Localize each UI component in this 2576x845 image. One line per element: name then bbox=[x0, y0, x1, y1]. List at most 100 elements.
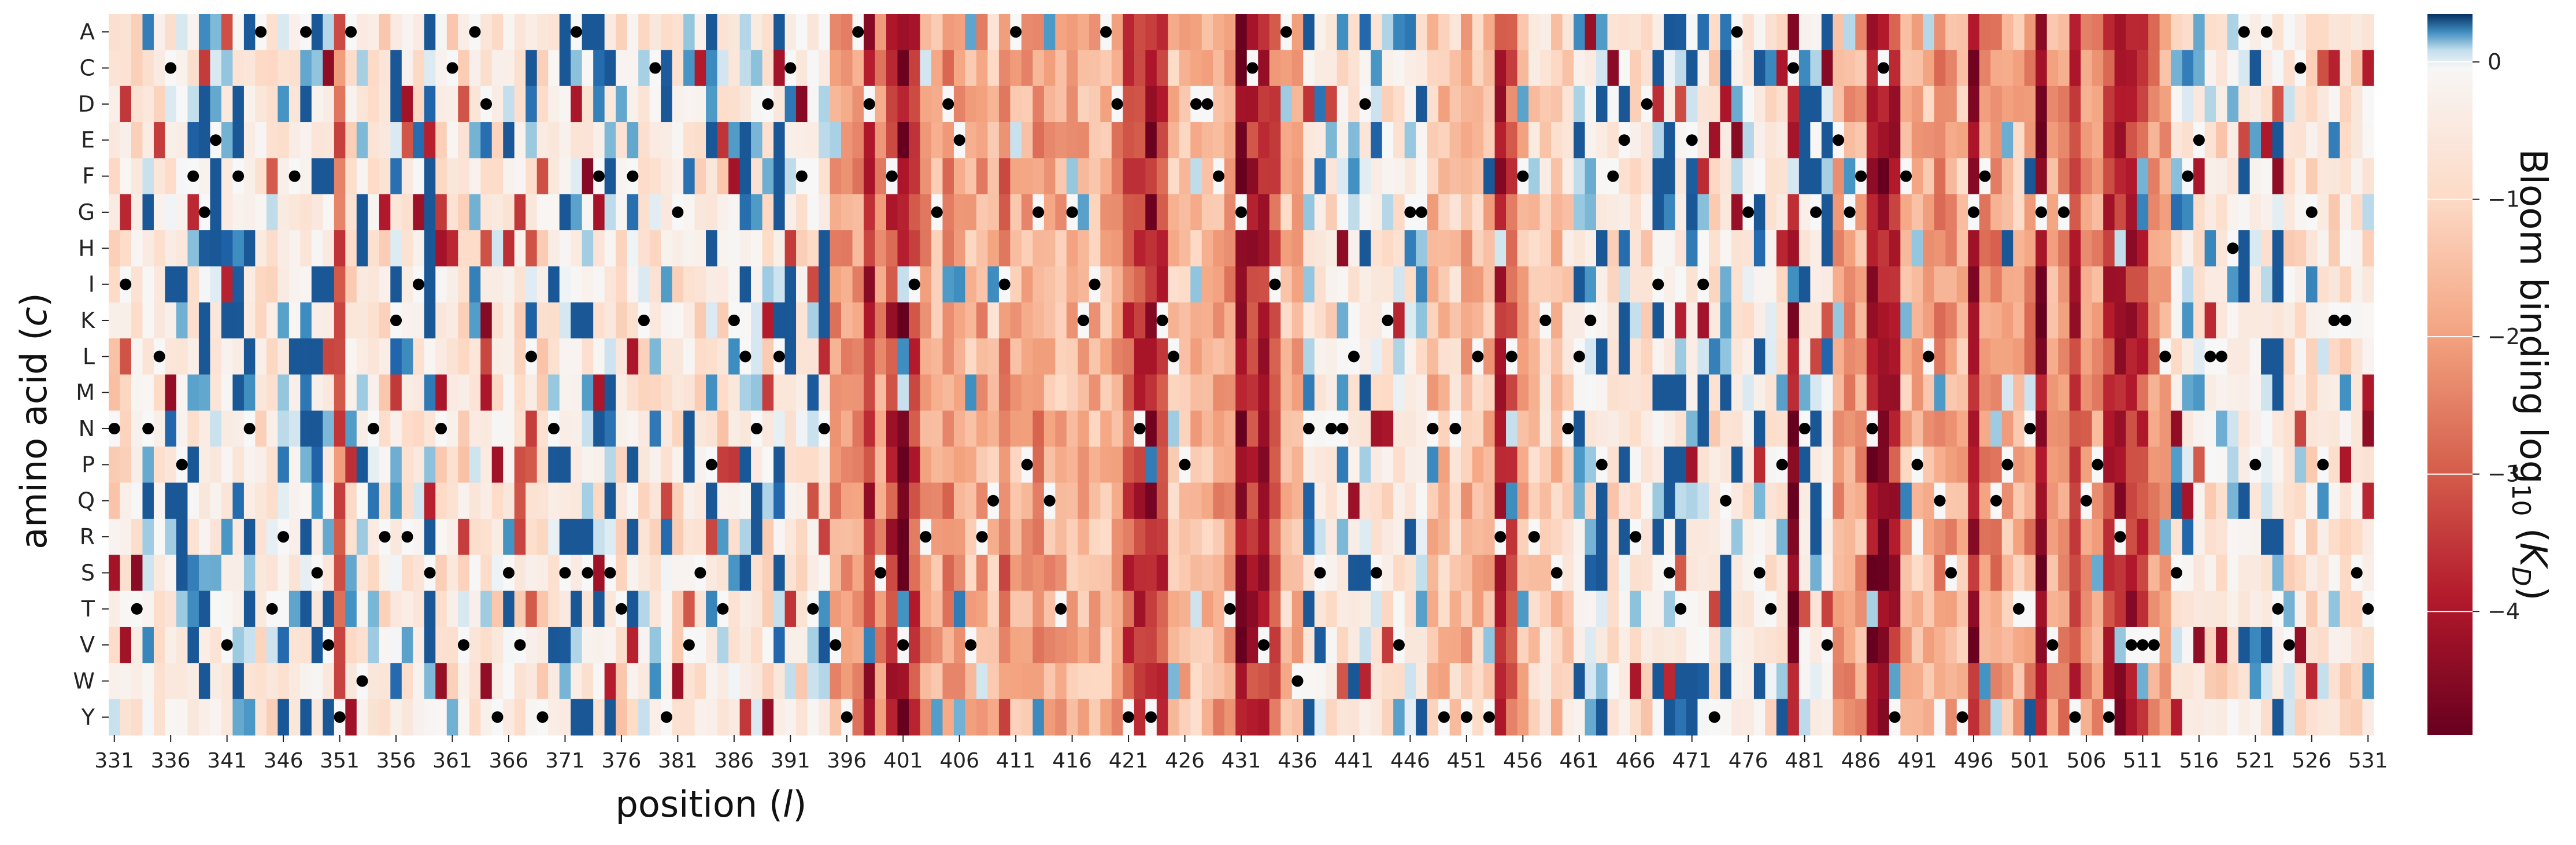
heatmap-cell bbox=[2227, 447, 2239, 484]
heatmap-cell bbox=[2329, 122, 2341, 158]
heatmap-cell bbox=[1156, 338, 1168, 375]
heatmap-cell bbox=[649, 194, 661, 231]
heatmap-cell bbox=[1742, 591, 1755, 628]
heatmap-cell bbox=[593, 374, 605, 411]
heatmap-cell bbox=[323, 194, 335, 231]
heatmap-cell bbox=[491, 86, 504, 123]
heatmap-cell bbox=[514, 194, 526, 231]
heatmap-cell bbox=[616, 699, 628, 736]
heatmap-cell bbox=[2294, 86, 2307, 123]
heatmap-cell bbox=[2001, 626, 2014, 663]
heatmap-cell bbox=[243, 158, 256, 195]
heatmap-cell bbox=[1258, 374, 1270, 411]
heatmap-cell bbox=[1956, 555, 1968, 592]
heatmap-cell bbox=[819, 518, 831, 555]
heatmap-cell bbox=[1066, 266, 1078, 303]
heatmap-cell bbox=[1889, 86, 1901, 123]
heatmap-cell bbox=[1055, 266, 1067, 303]
heatmap-cell bbox=[1303, 266, 1315, 303]
heatmap-cell bbox=[1348, 194, 1360, 231]
heatmap-cell bbox=[446, 555, 458, 592]
heatmap-cell bbox=[1742, 663, 1755, 700]
heatmap-cell bbox=[1449, 626, 1461, 663]
heatmap-cell bbox=[300, 230, 312, 267]
heatmap-cell bbox=[1833, 158, 1845, 195]
heatmap-cell bbox=[198, 338, 211, 375]
heatmap-cell bbox=[1844, 518, 1856, 555]
heatmap-cell bbox=[1438, 374, 1450, 411]
heatmap-cell bbox=[255, 194, 267, 231]
heatmap-cell bbox=[187, 374, 199, 411]
heatmap-cell bbox=[2182, 338, 2194, 375]
heatmap-cell bbox=[2204, 86, 2216, 123]
heatmap-cell bbox=[706, 591, 718, 628]
heatmap-cell bbox=[1765, 266, 1777, 303]
heatmap-cell bbox=[2081, 86, 2093, 123]
heatmap-cell bbox=[1798, 626, 1811, 663]
heatmap-cell bbox=[536, 14, 549, 50]
wildtype-marker bbox=[1585, 314, 1597, 326]
heatmap-cell bbox=[1787, 699, 1800, 736]
heatmap-cell bbox=[965, 14, 977, 50]
heatmap-cell bbox=[2227, 555, 2239, 592]
heatmap-cell bbox=[1911, 158, 1923, 195]
heatmap-cell bbox=[638, 158, 650, 195]
heatmap-cell bbox=[288, 230, 301, 267]
heatmap-cell bbox=[1900, 302, 1912, 339]
heatmap-cell bbox=[1371, 194, 1383, 231]
heatmap-cell bbox=[1900, 663, 1912, 700]
heatmap-cell bbox=[1280, 410, 1293, 447]
heatmap-cell bbox=[1021, 230, 1033, 267]
heatmap-cell bbox=[142, 86, 154, 123]
heatmap-cell bbox=[491, 518, 504, 555]
heatmap-cell bbox=[1697, 50, 1709, 87]
heatmap-cell bbox=[2035, 14, 2048, 50]
heatmap-cell bbox=[1596, 410, 1608, 447]
heatmap-cell bbox=[2024, 374, 2036, 411]
heatmap-cell bbox=[762, 302, 774, 339]
x-tick-label: 336 bbox=[151, 749, 191, 773]
heatmap-cell bbox=[2238, 591, 2251, 628]
heatmap-cell bbox=[1359, 266, 1371, 303]
heatmap-cell bbox=[458, 158, 470, 195]
heatmap-cell bbox=[2148, 518, 2160, 555]
heatmap-cell bbox=[604, 410, 616, 447]
heatmap-cell bbox=[830, 374, 842, 411]
heatmap-cell bbox=[1201, 482, 1213, 519]
heatmap-cell bbox=[864, 50, 876, 87]
heatmap-cell bbox=[1416, 410, 1428, 447]
heatmap-cell bbox=[2249, 50, 2262, 87]
heatmap-cell bbox=[2024, 626, 2036, 663]
heatmap-cell bbox=[1574, 447, 1586, 484]
heatmap-cell bbox=[1810, 14, 1822, 50]
heatmap-cell bbox=[2306, 266, 2318, 303]
heatmap-cell bbox=[2306, 699, 2318, 736]
heatmap-cell bbox=[1043, 338, 1056, 375]
heatmap-cell bbox=[368, 555, 380, 592]
heatmap-cell bbox=[2081, 518, 2093, 555]
heatmap-cell bbox=[1213, 663, 1225, 700]
heatmap-cell bbox=[131, 230, 143, 267]
wildtype-marker bbox=[1382, 314, 1394, 326]
heatmap-cell bbox=[1246, 626, 1259, 663]
heatmap-cell bbox=[2092, 230, 2104, 267]
heatmap-cell bbox=[1179, 122, 1191, 158]
heatmap-cell bbox=[2351, 410, 2363, 447]
y-tick-label: S bbox=[81, 560, 95, 585]
heatmap-cell bbox=[2035, 447, 2048, 484]
heatmap-cell bbox=[1844, 555, 1856, 592]
heatmap-cell bbox=[2024, 266, 2036, 303]
heatmap-cell bbox=[616, 194, 628, 231]
heatmap-cell bbox=[2362, 374, 2374, 411]
heatmap-cell bbox=[1066, 338, 1078, 375]
heatmap-cell bbox=[1168, 626, 1180, 663]
colorbar-gradient bbox=[2427, 14, 2473, 735]
heatmap-cell bbox=[120, 663, 132, 700]
heatmap-cell bbox=[942, 626, 954, 663]
heatmap-cell bbox=[1539, 86, 1552, 123]
heatmap-cell bbox=[807, 338, 819, 375]
heatmap-cell bbox=[1821, 266, 1833, 303]
heatmap-cell bbox=[1990, 591, 2003, 628]
heatmap-cell bbox=[2294, 14, 2307, 50]
heatmap-cell bbox=[1190, 158, 1202, 195]
